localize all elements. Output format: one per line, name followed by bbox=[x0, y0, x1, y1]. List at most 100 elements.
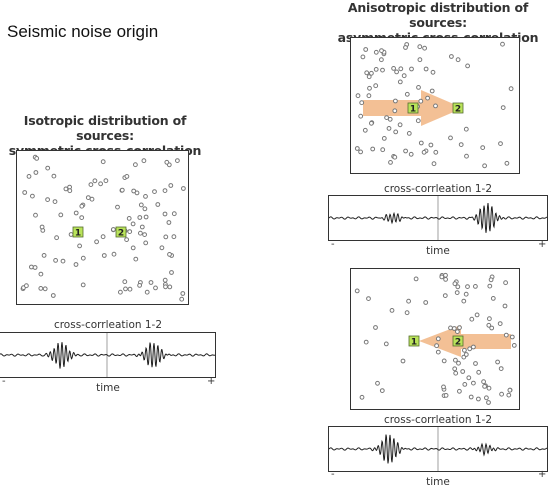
anisotropic-bottom-waveform-svg bbox=[329, 427, 548, 471]
source-dot bbox=[508, 86, 514, 92]
source-dot bbox=[502, 303, 508, 309]
station-2-label: 2 bbox=[118, 229, 124, 239]
station-2-label: 2 bbox=[455, 105, 461, 115]
source-dot bbox=[89, 196, 95, 202]
isotropic-plus-sign: + bbox=[207, 376, 216, 387]
source-dot bbox=[168, 183, 174, 188]
source-dot bbox=[111, 251, 117, 257]
source-dot bbox=[124, 174, 130, 179]
source-dot bbox=[164, 159, 170, 165]
source-dot bbox=[509, 334, 515, 340]
source-dot bbox=[417, 57, 423, 63]
source-dot bbox=[431, 161, 437, 167]
source-dot bbox=[80, 282, 86, 288]
cross-correlation-trace bbox=[329, 434, 548, 464]
source-dot bbox=[393, 129, 399, 135]
source-dot bbox=[169, 270, 174, 275]
source-dot bbox=[162, 211, 168, 217]
source-dot bbox=[484, 395, 489, 401]
source-dot bbox=[486, 322, 492, 328]
source-dot bbox=[455, 329, 460, 334]
source-dot bbox=[439, 274, 445, 280]
source-dot bbox=[425, 95, 430, 101]
source-dot bbox=[381, 136, 387, 141]
source-dot bbox=[50, 293, 56, 298]
station-1-label: 1 bbox=[410, 105, 416, 115]
source-dot bbox=[163, 234, 169, 240]
source-dot bbox=[466, 375, 472, 381]
source-dot bbox=[139, 224, 145, 230]
source-dot bbox=[452, 281, 458, 287]
source-dot bbox=[468, 394, 474, 400]
source-dot bbox=[373, 325, 378, 330]
isotropic-xcorr-plot bbox=[0, 332, 216, 378]
source-dot bbox=[457, 388, 462, 394]
source-dot bbox=[53, 258, 58, 263]
source-dot bbox=[143, 240, 149, 246]
source-dot bbox=[179, 296, 185, 302]
source-dot bbox=[126, 216, 132, 221]
source-dot bbox=[159, 245, 165, 251]
anisotropic-bottom-xcorr-label: cross-corrleation 1-2 bbox=[383, 414, 493, 426]
source-dot bbox=[423, 66, 429, 72]
source-dot bbox=[469, 316, 475, 322]
source-dot bbox=[448, 135, 453, 141]
source-dots bbox=[354, 41, 514, 169]
source-dot bbox=[409, 66, 414, 72]
source-dot bbox=[386, 126, 392, 131]
source-dot bbox=[42, 286, 48, 292]
anisotropic-bottom-minus-sign: - bbox=[331, 469, 335, 480]
source-dot bbox=[354, 288, 360, 294]
source-dot bbox=[167, 252, 172, 257]
source-dot bbox=[143, 214, 149, 220]
source-dot bbox=[171, 234, 177, 240]
source-dot bbox=[413, 276, 419, 282]
source-dot bbox=[448, 325, 453, 331]
source-dot bbox=[486, 385, 492, 391]
source-dot bbox=[400, 358, 406, 364]
anisotropic-top-plus-sign: + bbox=[538, 239, 547, 250]
source-dot bbox=[142, 206, 148, 212]
source-dot bbox=[124, 237, 129, 242]
source-dot bbox=[354, 146, 360, 151]
source-dot bbox=[138, 230, 143, 236]
source-dot bbox=[45, 197, 51, 202]
source-dot bbox=[30, 193, 35, 199]
isotropic-xcorr-label: cross-corrleation 1-2 bbox=[53, 319, 163, 331]
source-dot bbox=[406, 131, 412, 136]
source-dot bbox=[369, 70, 374, 76]
source-dot bbox=[130, 221, 136, 227]
source-dot bbox=[133, 162, 138, 168]
source-dot bbox=[153, 285, 158, 291]
source-dot bbox=[373, 67, 379, 72]
source-dot bbox=[403, 148, 408, 154]
source-dot bbox=[498, 141, 503, 146]
source-dot bbox=[471, 380, 476, 386]
source-dot bbox=[51, 173, 57, 179]
source-dot bbox=[171, 211, 177, 217]
source-dot bbox=[441, 384, 446, 390]
source-dot bbox=[362, 127, 368, 133]
source-dot bbox=[85, 195, 91, 200]
source-dot bbox=[67, 188, 73, 194]
source-dot bbox=[452, 366, 458, 372]
source-dot bbox=[142, 232, 147, 237]
source-dot bbox=[379, 57, 384, 63]
source-dot bbox=[482, 384, 488, 389]
source-dot bbox=[367, 85, 372, 91]
source-dot bbox=[141, 158, 147, 164]
source-dot bbox=[435, 349, 441, 355]
isotropic-heading-line1: Isotropic distribution of sources: bbox=[23, 113, 187, 143]
source-dot bbox=[504, 160, 510, 166]
source-dot bbox=[127, 229, 133, 234]
source-dot bbox=[473, 361, 478, 366]
source-dot bbox=[394, 69, 399, 75]
source-dot bbox=[487, 283, 493, 289]
source-dot bbox=[453, 357, 458, 363]
source-dot bbox=[363, 47, 369, 52]
source-dot bbox=[461, 298, 467, 304]
station-2-marker bbox=[452, 335, 464, 347]
